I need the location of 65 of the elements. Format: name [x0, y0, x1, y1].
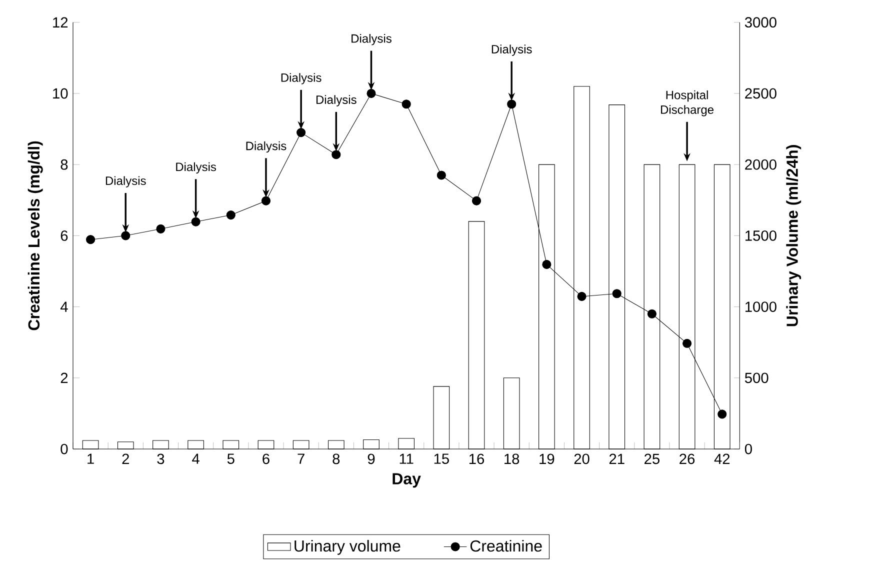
- point: [191, 217, 200, 226]
- point: [261, 196, 271, 206]
- x-tick-label: 2: [122, 454, 129, 464]
- point: [612, 289, 622, 298]
- y2-tick-label: 2500: [745, 88, 776, 99]
- x-axis-title: Day: [392, 473, 421, 488]
- x-tick-label: 20: [574, 454, 590, 464]
- y-tick-label: 2: [60, 372, 68, 384]
- x-tick-label: 11: [400, 454, 414, 464]
- point: [436, 170, 446, 180]
- y2-axis-title: Urinary Volume (ml/24h): [786, 145, 802, 326]
- y-tick-label: 10: [53, 88, 68, 99]
- y2-tick-label: 3000: [744, 17, 776, 28]
- y2-tick-label: 500: [744, 372, 768, 384]
- x-tick-label: 18: [504, 454, 520, 464]
- point: [86, 235, 96, 244]
- x-tick-label: 1: [88, 454, 94, 464]
- point: [402, 100, 411, 109]
- y2-tick-label: 1000: [745, 302, 776, 312]
- annotation: Dialysis: [106, 176, 146, 188]
- point: [156, 224, 166, 234]
- point: [296, 128, 306, 138]
- x-tick-label: 19: [540, 454, 554, 464]
- point: [472, 196, 482, 206]
- annotation: Dialysis: [492, 44, 532, 56]
- point: [718, 410, 727, 419]
- point: [647, 309, 656, 318]
- y-tick-label: 0: [60, 444, 68, 454]
- x-tick-label: 26: [680, 454, 695, 464]
- x-tick-label: 42: [714, 454, 730, 464]
- annotation: Dialysis: [352, 34, 392, 46]
- x-tick-label: 7: [298, 454, 304, 464]
- x-tick-label: 5: [227, 454, 234, 464]
- point: [507, 100, 516, 109]
- x-tick-label: 8: [332, 454, 340, 464]
- x-tick-label: 6: [262, 454, 270, 464]
- y-tick-label: 4: [60, 302, 68, 312]
- x-tick-label: 15: [434, 454, 449, 464]
- x-tick-label: 3: [157, 454, 164, 464]
- y-tick-label: 8: [60, 159, 68, 170]
- point: [226, 210, 236, 220]
- y-axis-title: Creatinine Levels (mg/dl): [28, 141, 43, 330]
- y2-tick-label: 1500: [745, 230, 776, 241]
- annotation: Hospital Discharge: [661, 90, 714, 116]
- annotation: Dialysis: [316, 95, 356, 106]
- x-tick-label: 4: [192, 454, 200, 464]
- y-tick-label: 6: [60, 230, 68, 241]
- point: [542, 260, 552, 270]
- y-tick-label: 12: [53, 17, 68, 28]
- point: [577, 292, 586, 302]
- legend-label: Urinary volume: [294, 540, 400, 555]
- annotation: Dialysis: [246, 141, 286, 153]
- x-tick-label: 16: [469, 454, 484, 464]
- point: [366, 88, 376, 98]
- x-tick-label: 25: [644, 454, 660, 464]
- annotation: Dialysis: [176, 162, 216, 174]
- x-tick-label: 9: [368, 454, 375, 464]
- x-tick-label: 21: [609, 454, 624, 464]
- legend-label: Creatinine: [470, 540, 542, 552]
- point: [682, 338, 692, 348]
- y2-tick-label: 2000: [745, 159, 776, 170]
- point: [121, 231, 130, 240]
- y2-tick-label: 0: [744, 444, 752, 454]
- annotation: Dialysis: [281, 73, 322, 84]
- point: [332, 150, 341, 160]
